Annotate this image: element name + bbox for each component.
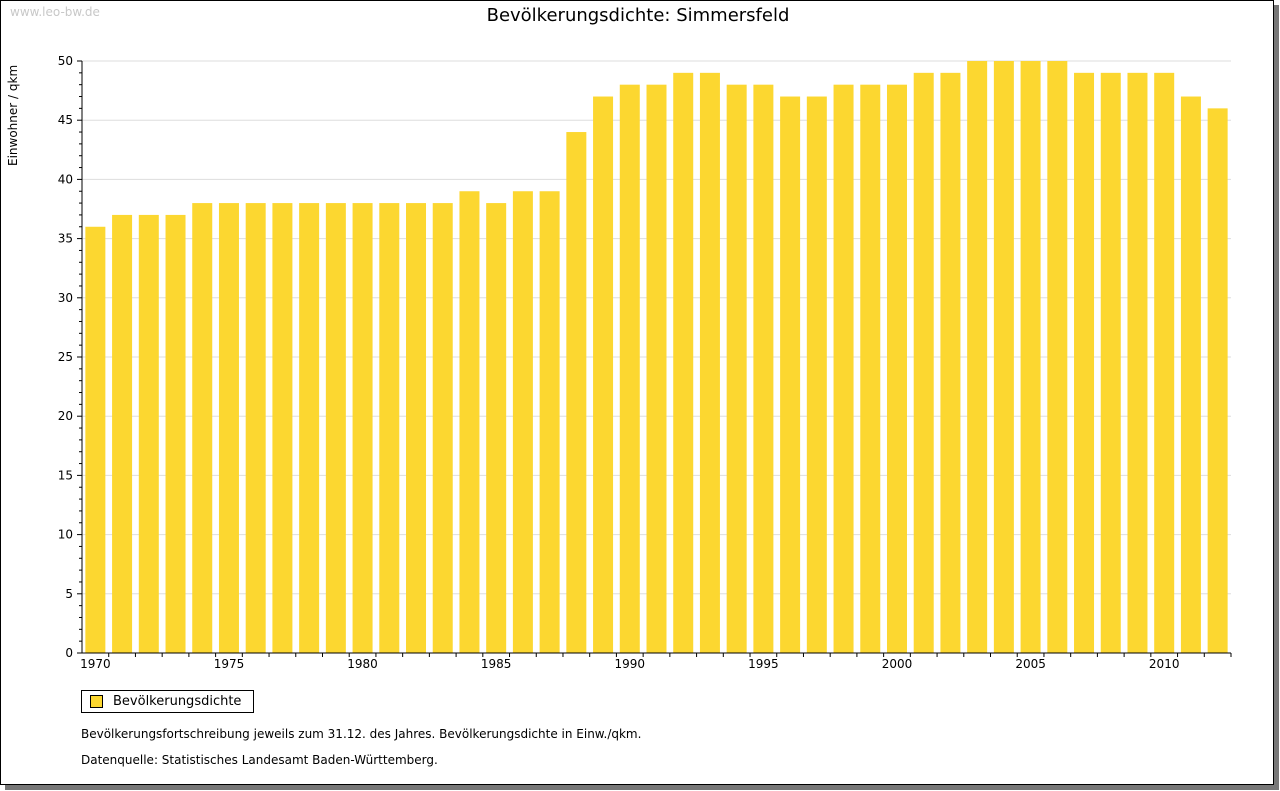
note-method: Bevölkerungsfortschreibung jeweils zum 3… — [81, 727, 642, 741]
y-tick-label: 25 — [58, 350, 73, 364]
bar-2008 — [1100, 72, 1121, 654]
x-tick-label: 1980 — [347, 657, 378, 671]
watermark: www.leo-bw.de — [10, 5, 100, 19]
bar-2001 — [913, 72, 934, 654]
bar-2004 — [993, 61, 1014, 653]
y-tick-label: 30 — [58, 291, 73, 305]
bar-1980 — [352, 203, 373, 653]
bar-2007 — [1074, 72, 1095, 654]
y-tick-label: 5 — [65, 587, 73, 601]
bar-2011 — [1180, 96, 1201, 653]
bar-1981 — [379, 203, 400, 653]
y-tick-label: 15 — [58, 468, 73, 482]
bar-2010 — [1154, 72, 1175, 654]
bar-1993 — [699, 72, 720, 654]
bar-1979 — [325, 203, 346, 653]
bar-2005 — [1020, 61, 1041, 653]
legend-label: Bevölkerungsdichte — [113, 694, 242, 709]
y-tick-label: 0 — [65, 646, 73, 660]
bar-1973 — [165, 214, 186, 654]
bar-1990 — [619, 84, 640, 654]
bar-1995 — [753, 84, 774, 654]
bar-2009 — [1127, 72, 1148, 654]
bar-1986 — [512, 191, 533, 654]
y-tick-label: 40 — [58, 172, 73, 186]
legend: Bevölkerungsdichte — [81, 690, 255, 713]
y-tick-label: 35 — [58, 232, 73, 246]
bar-1974 — [192, 203, 213, 653]
bar-1989 — [593, 96, 614, 653]
x-tick-label: 2010 — [1149, 657, 1180, 671]
legend-swatch — [90, 695, 103, 708]
bar-2006 — [1047, 61, 1068, 653]
bar-1970 — [85, 226, 106, 653]
bar-2012 — [1207, 108, 1228, 654]
note-source: Datenquelle: Statistisches Landesamt Bad… — [81, 753, 438, 767]
bar-1971 — [112, 214, 133, 654]
x-tick-label: 2005 — [1015, 657, 1046, 671]
y-tick-label: 45 — [58, 113, 73, 127]
bar-1976 — [245, 203, 266, 653]
x-tick-label: 1985 — [481, 657, 512, 671]
bar-1982 — [406, 203, 427, 653]
bar-1984 — [459, 191, 480, 654]
x-tick-label: 1995 — [748, 657, 779, 671]
bar-1992 — [673, 72, 694, 654]
bar-2002 — [940, 72, 961, 654]
bar-2003 — [967, 61, 988, 653]
y-tick-label: 20 — [58, 409, 73, 423]
bar-1999 — [860, 84, 881, 654]
y-tick-label: 50 — [58, 54, 73, 68]
bar-1994 — [726, 84, 747, 654]
bar-2000 — [886, 84, 907, 654]
bar-1998 — [833, 84, 854, 654]
bar-1985 — [486, 203, 507, 653]
x-tick-label: 1990 — [615, 657, 646, 671]
bar-1987 — [539, 191, 560, 654]
chart-title: Bevölkerungsdichte: Simmersfeld — [486, 5, 790, 26]
bar-1972 — [138, 214, 159, 654]
bar-1978 — [299, 203, 320, 653]
bar-1983 — [432, 203, 453, 653]
bar-1988 — [566, 132, 587, 654]
bar-1991 — [646, 84, 667, 654]
bar-1975 — [218, 203, 239, 653]
bar-1997 — [806, 96, 827, 653]
x-tick-label: 2000 — [882, 657, 913, 671]
bar-1996 — [780, 96, 801, 653]
x-tick-label: 1970 — [80, 657, 111, 671]
y-tick-label: 10 — [58, 528, 73, 542]
x-tick-label: 1975 — [214, 657, 245, 671]
bar-1977 — [272, 203, 293, 653]
